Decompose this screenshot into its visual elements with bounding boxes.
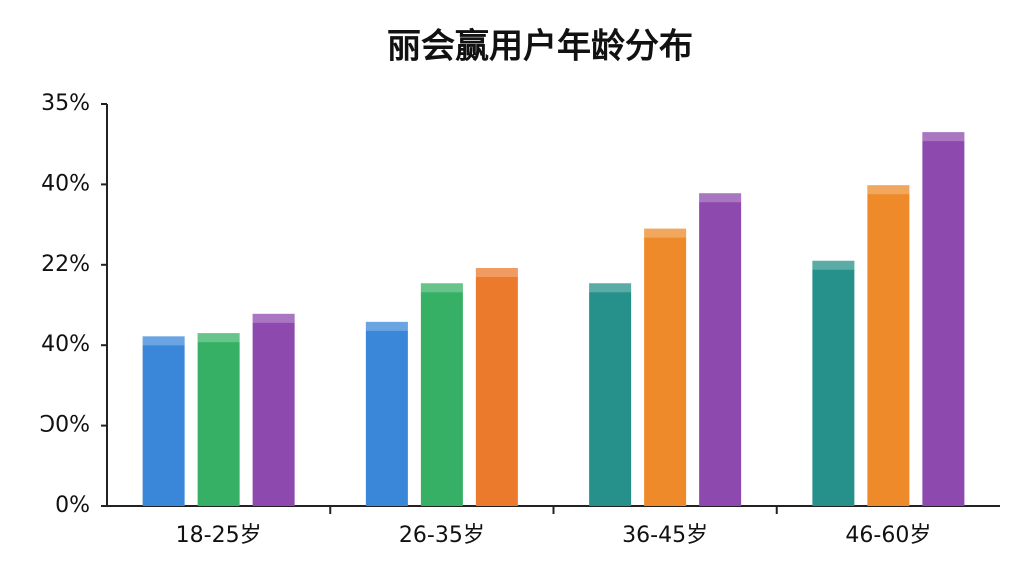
y-tick-label: Ͻ0%: [40, 413, 90, 438]
bar-cap: [142, 336, 185, 346]
chart-title: 丽会赢用户年龄分布: [387, 27, 693, 67]
x-tick-label: 18-25岁: [176, 523, 262, 548]
bar: [699, 193, 742, 506]
bar-cap: [699, 193, 742, 203]
bar-cap: [365, 321, 408, 331]
bar: [589, 283, 632, 506]
bar: [475, 268, 518, 506]
bar: [197, 333, 240, 506]
bar-cap: [867, 185, 910, 195]
bar: [812, 260, 855, 506]
bar-cap: [812, 260, 855, 270]
y-tick-label: 22%: [41, 252, 90, 277]
x-tick-label: 36-45岁: [622, 523, 708, 548]
bar: [142, 336, 185, 506]
bar-cap: [922, 132, 965, 142]
x-tick-label: 46-60岁: [845, 523, 931, 548]
bar-cap: [589, 283, 632, 293]
bar-cap: [197, 333, 240, 343]
bar: [922, 132, 965, 506]
y-tick-label: 40%: [41, 332, 90, 357]
bar-cap: [252, 313, 295, 323]
y-tick-label: 0%: [55, 493, 90, 518]
bar: [644, 228, 687, 506]
y-tick-label: 35%: [41, 91, 90, 116]
bar: [867, 185, 910, 507]
y-tick-label: 40%: [41, 171, 90, 196]
bar-cap: [644, 228, 687, 238]
x-tick-label: 26-35岁: [399, 523, 485, 548]
bar: [365, 321, 408, 506]
bar-cap: [420, 283, 463, 293]
bar-cap: [475, 268, 518, 278]
bar: [252, 313, 295, 506]
bar: [420, 283, 463, 506]
